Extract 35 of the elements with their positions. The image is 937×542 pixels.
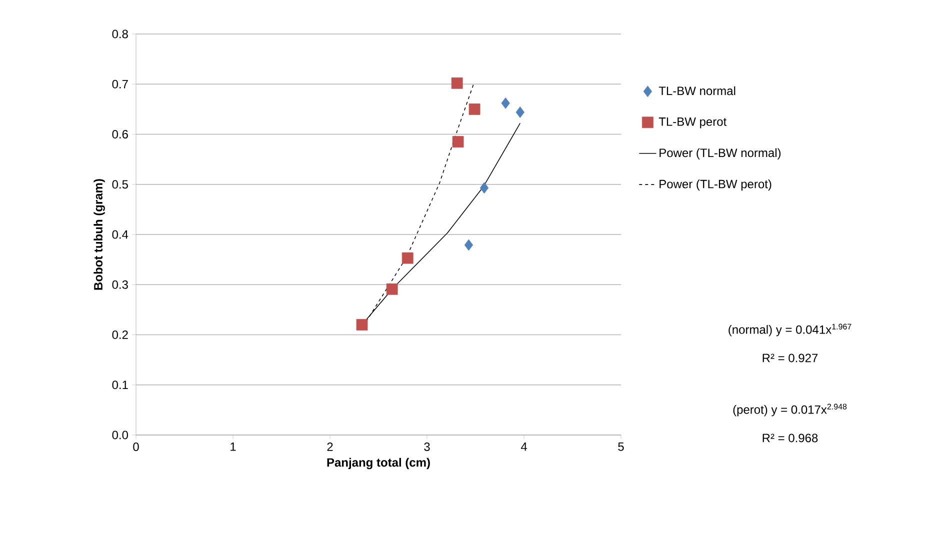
y-tick-label: 0.1 <box>112 380 128 390</box>
x-tick-label: 0 <box>133 442 139 452</box>
legend-label: TL-BW perot <box>658 118 727 128</box>
point <box>452 136 464 148</box>
point <box>464 239 474 251</box>
y-tick-label: 0.0 <box>112 430 128 440</box>
y-tick-label: 0.7 <box>112 80 128 88</box>
point <box>402 252 414 264</box>
point <box>386 283 398 295</box>
y-tick-label: 0.2 <box>112 330 128 339</box>
point <box>356 319 368 330</box>
legend-label: Power (TL-BW normal) <box>660 148 781 160</box>
x-tick-label: 3 <box>424 442 430 452</box>
y-tick-label: 0.8 <box>112 30 128 38</box>
point <box>468 103 480 115</box>
y-tick-label: 0.6 <box>112 130 128 138</box>
point <box>451 77 463 89</box>
text: (perot) y = 0.017x$^{2.948}$ <box>733 404 847 416</box>
y-tick-label: 0.4 <box>112 230 128 239</box>
y-tick-label: 0.3 <box>112 280 128 289</box>
y-tick-label: 0.5 <box>112 180 128 189</box>
point <box>501 97 510 109</box>
legend-label: TL-BW normal <box>658 86 736 96</box>
text: (normal) y = 0.041x$^{1.967}$ <box>728 324 852 336</box>
x-tick-label: 2 <box>327 442 333 451</box>
x-tick-label: 4 <box>520 442 527 451</box>
y-axis-title: Bobot tubuh (gram) <box>94 179 105 290</box>
x-tick-label: 5 <box>618 442 624 451</box>
text: R² = 0.968 <box>762 434 818 442</box>
point <box>516 106 524 118</box>
point <box>480 182 489 194</box>
x-axis-title: Panjang total (cm) <box>327 458 430 470</box>
text: R² = 0.927 <box>762 354 818 362</box>
legend-label: Power (TL-BW perot) <box>660 179 772 191</box>
x-tick-label: 1 <box>230 442 236 451</box>
